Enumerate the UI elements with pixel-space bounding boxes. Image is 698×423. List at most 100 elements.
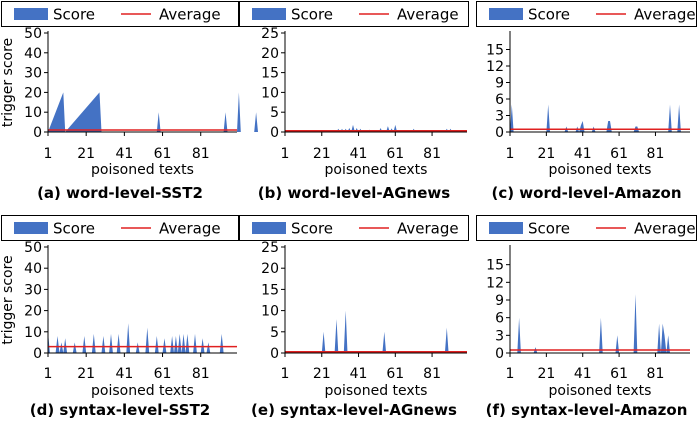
score-area: [48, 323, 224, 353]
x-tick-label: 61: [154, 366, 172, 382]
score-area: [321, 310, 449, 353]
x-axis-label: poisoned texts: [91, 162, 194, 178]
legend: Score Average: [1, 215, 239, 241]
legend-score-swatch: [252, 8, 286, 20]
x-tick-label: 21: [537, 366, 555, 382]
legend-average-label: Average: [634, 220, 696, 238]
y-tick-label: 10: [261, 304, 279, 320]
panel-2: Score Average 0 5 10 15 20 25 1 21 41 61 81poisoned …: [239, 1, 469, 202]
y-tick-label: 6: [495, 92, 504, 108]
x-axis-label: poisoned texts: [549, 162, 652, 178]
legend-average-label: Average: [634, 6, 696, 24]
x-tick-label: 1: [44, 366, 53, 382]
y-axis-label: trigger score: [0, 38, 16, 127]
y-tick-label: 12: [486, 59, 504, 75]
y-tick-label: 20: [24, 85, 42, 101]
x-tick-label: 81: [423, 366, 441, 382]
y-tick-label: 25: [261, 240, 279, 256]
x-axis-label: poisoned texts: [325, 383, 428, 399]
x-tick-label: 1: [281, 366, 290, 382]
legend: Score Average: [476, 1, 697, 27]
y-tick-label: 10: [24, 105, 42, 121]
panel-caption: (d) syntax-level-SST2: [30, 401, 210, 419]
x-tick-label: 81: [423, 146, 441, 162]
y-tick-label: 0: [270, 125, 279, 141]
legend-score-label: Score: [53, 220, 95, 238]
y-tick-label: 12: [486, 275, 504, 291]
y-tick-label: 3: [495, 109, 504, 125]
legend: Score Average: [239, 215, 469, 241]
x-axis-label: poisoned texts: [91, 383, 194, 399]
legend-score-label: Score: [528, 6, 570, 24]
legend: Score Average: [1, 1, 239, 27]
y-tick-label: 5: [270, 325, 279, 341]
y-tick-label: 15: [261, 282, 279, 298]
panel-4: Score Average 0 10 20 30 40 50 1 21 41 61 81poisoned…: [0, 215, 239, 419]
y-tick-label: 30: [24, 66, 42, 82]
legend: Score Average: [476, 215, 697, 241]
y-tick-label: 40: [24, 261, 42, 277]
x-tick-label: 21: [77, 366, 95, 382]
y-tick-label: 25: [261, 26, 279, 42]
x-tick-label: 81: [647, 146, 665, 162]
y-tick-label: 6: [495, 311, 504, 327]
x-tick-label: 21: [313, 366, 331, 382]
y-tick-label: 0: [495, 125, 504, 141]
legend-score-label: Score: [291, 220, 333, 238]
x-axis-label: poisoned texts: [325, 162, 428, 178]
legend: Score Average: [239, 1, 469, 27]
panel-caption: (e) syntax-level-AGnews: [251, 401, 457, 419]
y-tick-label: 20: [261, 46, 279, 62]
x-tick-label: 61: [386, 146, 404, 162]
y-tick-label: 9: [495, 76, 504, 92]
panel-caption: (f) syntax-level-Amazon: [486, 401, 688, 419]
legend-score-label: Score: [291, 6, 333, 24]
x-tick-label: 1: [506, 366, 515, 382]
x-tick-label: 1: [281, 146, 290, 162]
legend-average-label: Average: [397, 6, 459, 24]
score-area: [510, 104, 681, 132]
y-tick-label: 3: [495, 328, 504, 344]
x-tick-label: 41: [574, 366, 592, 382]
x-axis-label: poisoned texts: [549, 383, 652, 399]
y-tick-label: 5: [270, 105, 279, 121]
x-tick-label: 21: [77, 146, 95, 162]
panel-caption: (a) word-level-SST2: [37, 184, 203, 202]
y-tick-label: 50: [24, 240, 42, 256]
y-tick-label: 9: [495, 293, 504, 309]
x-tick-label: 41: [115, 146, 133, 162]
x-tick-label: 41: [574, 146, 592, 162]
legend-score-swatch: [252, 222, 286, 234]
y-tick-label: 0: [33, 125, 42, 141]
x-tick-label: 21: [537, 146, 555, 162]
y-axis-label: trigger score: [0, 255, 16, 344]
legend-score-swatch: [14, 222, 48, 234]
y-tick-label: 15: [486, 258, 504, 274]
panel-1: Score Average 0 10 20 30 40 50 1 21 41 61 81poisoned…: [0, 1, 258, 202]
x-tick-label: 1: [506, 146, 515, 162]
x-tick-label: 81: [192, 146, 210, 162]
panel-caption: (c) word-level-Amazon: [491, 184, 681, 202]
legend-average-label: Average: [159, 220, 221, 238]
legend-average-label: Average: [397, 220, 459, 238]
score-area: [517, 294, 670, 353]
x-tick-label: 41: [115, 366, 133, 382]
y-tick-label: 0: [495, 346, 504, 362]
x-tick-label: 61: [154, 146, 172, 162]
legend-score-label: Score: [528, 220, 570, 238]
x-tick-label: 41: [350, 366, 368, 382]
x-tick-label: 1: [44, 146, 53, 162]
y-tick-label: 20: [24, 304, 42, 320]
x-tick-label: 41: [350, 146, 368, 162]
x-tick-label: 81: [647, 366, 665, 382]
x-tick-label: 21: [313, 146, 331, 162]
score-area: [48, 92, 258, 132]
y-tick-label: 50: [24, 26, 42, 42]
y-tick-label: 15: [261, 66, 279, 82]
legend-score-swatch: [489, 8, 523, 20]
panel-5: Score Average 0 5 10 15 20 25 1 21 41 61 81poisoned …: [239, 215, 469, 419]
legend-score-swatch: [14, 8, 48, 20]
